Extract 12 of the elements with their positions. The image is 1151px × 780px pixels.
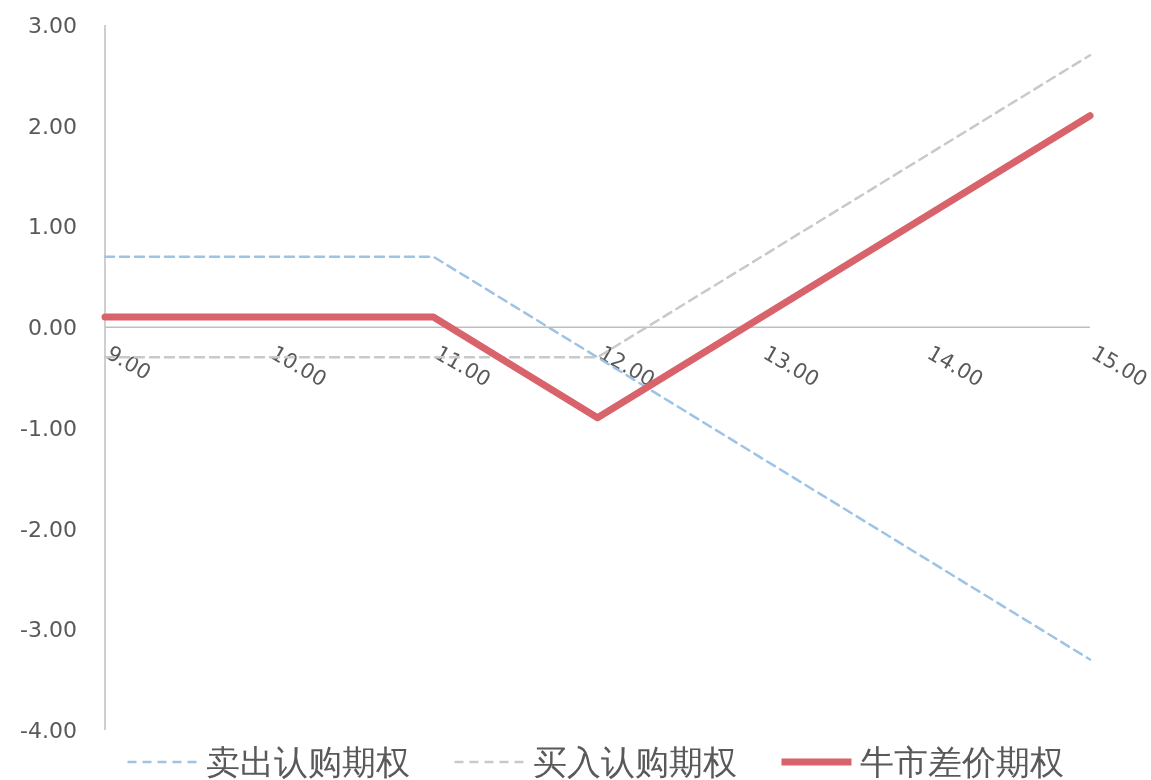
y-tick-label: -4.00 — [20, 718, 77, 743]
y-tick-label: 3.00 — [28, 13, 77, 38]
y-tick-label: 2.00 — [28, 113, 77, 139]
legend-label: 牛市差价期权 — [859, 742, 1064, 780]
y-tick-label: -2.00 — [20, 516, 77, 542]
y-tick-label: -1.00 — [20, 415, 77, 441]
y-tick-label: -3.00 — [20, 617, 77, 643]
y-tick-label: 0.00 — [28, 315, 77, 341]
legend-label: 卖出认购期权 — [205, 742, 410, 780]
legend-label: 买入认购期权 — [532, 742, 737, 780]
y-tick-label: 1.00 — [28, 214, 77, 240]
x-tick-label: 9.00 — [102, 340, 155, 385]
